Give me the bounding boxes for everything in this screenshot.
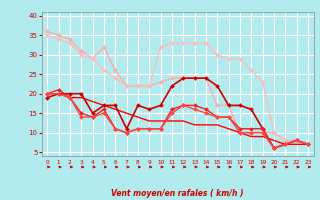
- Text: Vent moyen/en rafales ( km/h ): Vent moyen/en rafales ( km/h ): [111, 189, 244, 198]
